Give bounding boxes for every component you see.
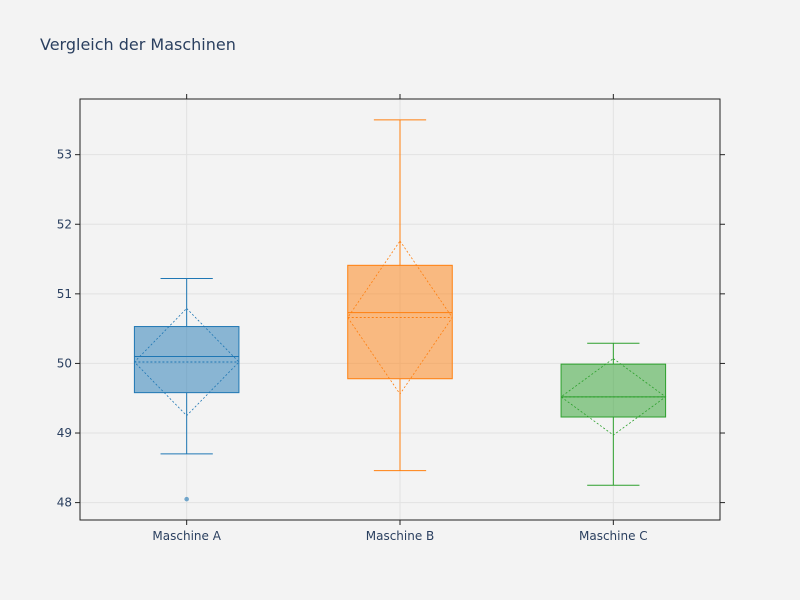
axes: 48 49 50 51 52 53 Maschine A Maschine B Maschine… [57,94,725,543]
y-tick-label: 49 [57,426,72,440]
x-tick-label: Maschine C [579,529,648,543]
y-tick-label: 52 [57,217,72,231]
y-tick-label: 48 [57,496,72,510]
y-tick-label: 50 [57,356,72,370]
box-maschine-c [560,342,667,486]
y-tick-label: 53 [57,148,72,162]
box-maschine-a [133,278,240,502]
box-maschine-b [347,119,453,472]
outlier-point [184,496,189,502]
x-tick-label: Maschine A [152,529,221,543]
iqr-box [560,363,667,418]
x-tick-label: Maschine B [366,529,435,543]
sd-diamond [133,307,240,417]
box-series [133,119,667,502]
sd-diamond [560,358,667,436]
chart-title: Vergleich der Maschinen [40,35,236,54]
iqr-box [347,264,453,380]
sd-diamond [347,240,453,395]
iqr-box [133,326,240,394]
y-tick-label: 51 [57,287,72,301]
